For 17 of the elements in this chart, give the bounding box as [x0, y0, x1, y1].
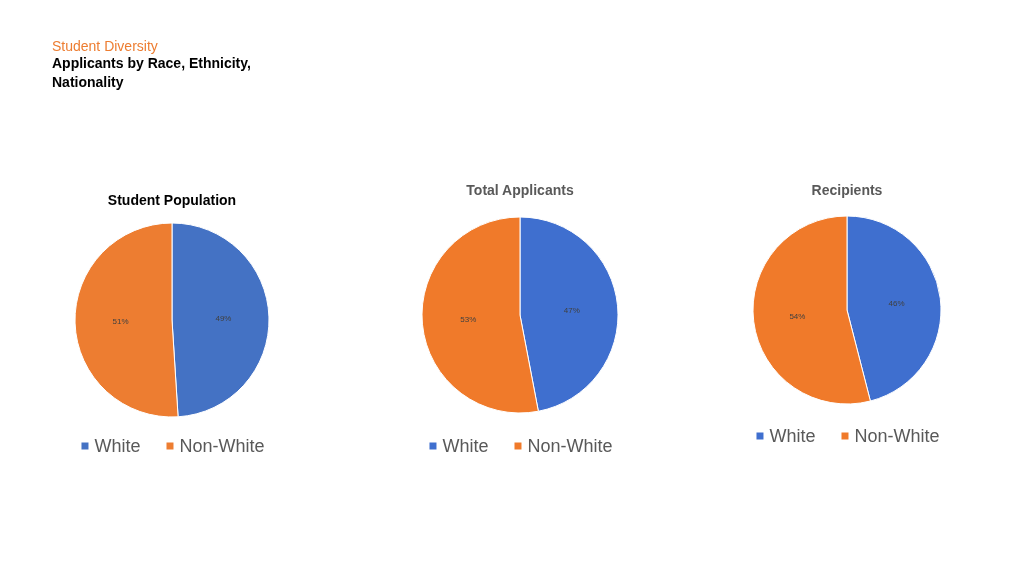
- text: Applicants by Race, Ethnicity, Nationality: [52, 54, 252, 92]
- chart-title: Total Applicants: [466, 182, 574, 198]
- legend-label: Non-White: [854, 426, 940, 446]
- data-label: 49%: [215, 313, 232, 323]
- data-label: 47%: [563, 305, 580, 315]
- data-label: 54%: [789, 311, 806, 321]
- legend-label: White: [769, 426, 816, 446]
- data-label: 46%: [888, 299, 905, 309]
- legend-label: White: [442, 436, 489, 456]
- chart-title: Student Population: [107, 192, 237, 208]
- chart-title: Recipients: [811, 182, 883, 198]
- text: Student Diversity: [52, 38, 159, 54]
- data-label: 53%: [460, 315, 477, 325]
- legend-label: Non-White: [527, 436, 613, 456]
- legend-label: White: [94, 436, 141, 456]
- legend-label: Non-White: [179, 436, 265, 456]
- data-label: 51%: [112, 317, 129, 327]
